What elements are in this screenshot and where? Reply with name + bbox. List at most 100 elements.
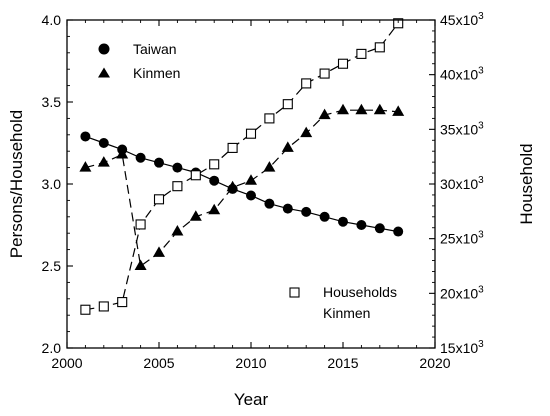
data-point-kinmen [116,147,129,159]
y-right-tick-exponent: 3 [478,175,484,186]
x-tick-label: 2005 [143,355,174,371]
data-point-households-kinmen [356,48,367,59]
y-left-ticks: 2.0 2.5 3.0 3.5 4.0 [42,12,73,356]
legend-top: Taiwan Kinmen [98,41,180,81]
y-left-axis-label: Persons/Household [7,110,26,258]
y-right-tick-base: 15x10 [440,340,478,356]
data-point-households-kinmen [319,68,330,79]
data-point-kinmen [263,161,276,172]
data-point-kinmen [373,103,386,115]
data-point-taiwan [154,157,164,168]
y-left-tick-label: 3.0 [42,176,62,192]
y-right-tick-exponent: 3 [478,230,484,241]
data-point-kinmen [79,161,92,172]
data-point-taiwan [135,152,146,163]
data-point-households-kinmen [117,297,128,308]
x-ticks: 2000 2005 2010 2015 2020 [51,20,451,371]
data-point-taiwan [172,162,183,173]
data-point-kinmen [171,225,184,236]
data-point-households-kinmen [393,18,404,29]
data-point-taiwan [98,138,109,148]
legend-label-taiwan: Taiwan [133,41,177,57]
y-right-tick-label: 40x103 [440,66,484,83]
data-point-taiwan [374,223,385,234]
data-point-households-kinmen [264,113,275,124]
data-point-kinmen [300,126,313,138]
data-point-households-kinmen [301,78,312,89]
y-right-tick-base: 25x10 [440,231,478,247]
data-point-households-kinmen [98,301,109,312]
data-point-kinmen [97,156,110,167]
x-tick-label: 2000 [51,355,82,371]
y-right-tick-base: 40x10 [440,67,478,83]
y-right-tick-label: 15x103 [440,339,484,356]
legend-label-households: Households [323,284,397,300]
y-right-tick-exponent: 3 [478,11,484,22]
data-point-households-kinmen [80,304,91,315]
data-point-kinmen [355,103,368,115]
y-right-tick-label: 20x103 [440,284,484,301]
data-point-kinmen [189,210,202,221]
data-point-taiwan [393,226,404,237]
x-axis-label: Year [234,390,269,409]
data-point-taiwan [356,220,367,230]
data-point-kinmen [153,246,165,257]
x-tick-label: 2020 [419,355,450,371]
y-right-tick-exponent: 3 [478,339,484,350]
y-right-tick-exponent: 3 [478,284,484,295]
data-point-taiwan [319,211,330,222]
data-point-households-kinmen [172,181,183,192]
legend-marker-households [289,287,300,298]
data-point-taiwan [282,203,293,214]
legend-label-kinmen: Kinmen [133,65,180,81]
y-right-tick-base: 30x10 [440,176,478,192]
data-point-kinmen [208,203,221,215]
legend-marker-taiwan [98,43,110,55]
series-line-kinmen [85,109,399,268]
data-point-kinmen [281,141,294,152]
data-point-taiwan [80,131,91,142]
y-right-tick-label: 45x103 [440,11,484,28]
y-right-tick-label: 35x103 [440,120,484,137]
data-point-households-kinmen [374,42,385,53]
data-point-households-kinmen [282,99,293,110]
y-right-axis-label: Household [517,143,536,224]
legend-bottom: Households Kinmen [289,284,397,321]
y-right-tick-exponent: 3 [478,66,484,77]
data-point-kinmen [245,174,257,185]
data-point-households-kinmen [153,194,165,205]
data-point-taiwan [209,175,220,186]
y-left-tick-label: 3.5 [42,94,62,110]
data-point-kinmen [392,105,405,116]
y-left-tick-label: 2.5 [42,258,62,274]
data-point-taiwan [301,206,312,217]
data-point-households-kinmen [190,170,201,181]
data-point-kinmen [337,103,349,115]
y-right-tick-label: 25x103 [440,230,484,247]
data-point-taiwan [246,190,256,201]
data-point-households-kinmen [245,128,257,139]
data-point-kinmen [318,108,331,120]
y-left-tick-label: 2.0 [42,340,62,356]
y-right-ticks: 15x10320x10325x10330x10335x10340x10345x1… [429,11,484,356]
y-left-tick-label: 4.0 [42,12,62,28]
x-tick-label: 2010 [235,355,266,371]
data-point-households-kinmen [135,219,146,230]
data-point-households-kinmen [209,159,220,170]
y-right-tick-base: 45x10 [440,12,478,28]
x-tick-label: 2015 [327,355,358,371]
data-point-kinmen [134,259,147,270]
data-point-taiwan [338,216,348,227]
data-point-kinmen [226,180,239,192]
legend-marker-kinmen [98,67,110,78]
data-point-households-kinmen [337,58,349,69]
y-right-tick-exponent: 3 [478,120,484,131]
y-right-tick-base: 20x10 [440,285,478,301]
legend-label-households-kinmen: Kinmen [323,305,370,321]
y-right-tick-base: 35x10 [440,121,478,137]
marks-layer [79,18,405,315]
y-right-tick-label: 30x103 [440,175,484,192]
data-point-taiwan [264,198,275,209]
data-point-households-kinmen [227,142,238,153]
